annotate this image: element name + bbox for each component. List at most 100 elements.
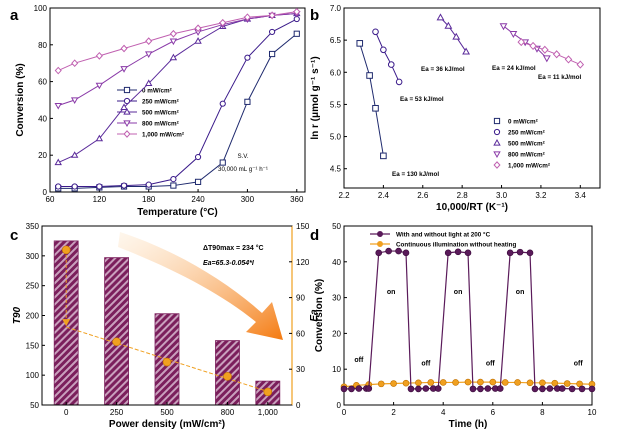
panel-c-ytick-label: 50 <box>30 401 39 410</box>
panel-d-legend-marker <box>377 241 383 247</box>
panel-a-point <box>95 134 104 142</box>
panel-b-xtick-label: 3.4 <box>575 191 587 200</box>
panel-d-legend-marker <box>377 231 383 237</box>
panel-b-legend-label: 800 mW/cm² <box>508 152 545 159</box>
panel-c-y2label: Ea <box>309 309 320 322</box>
panel-a-series-line <box>58 13 297 106</box>
panel-d-point <box>546 385 554 392</box>
panel-a-point <box>194 37 202 44</box>
panel-b-point <box>576 60 585 69</box>
panel-d-ytick-label: 10 <box>332 365 341 374</box>
panel-c-trend-arrow <box>118 232 283 340</box>
panel-d-frame <box>343 225 593 406</box>
panel-a-point <box>70 97 79 105</box>
panel-b-point <box>395 78 403 86</box>
panel-a-xtick-label: 300 <box>241 195 255 204</box>
panel-c-ea-point <box>61 245 71 255</box>
panel-c-bar <box>104 257 129 406</box>
panel-d-point <box>496 385 504 392</box>
panel-b-xtick-label: 2.4 <box>378 191 390 200</box>
panel-b-point <box>387 61 395 68</box>
panel-b-xlabel: 10,000/RT (K⁻¹) <box>436 202 508 213</box>
panel-d-on-label: on <box>516 289 525 296</box>
panel-a-series-line <box>58 11 297 72</box>
panel-a-ytick-label: 0 <box>43 188 48 197</box>
panel-a-frame <box>49 7 306 193</box>
panel-b-ea-label: Ea = 24 kJ/mol <box>492 65 536 72</box>
panel-d-point <box>563 380 571 387</box>
panel-c-ytick-label: 300 <box>26 252 40 261</box>
panel-b-legend-label: 0 mW/cm² <box>508 119 538 126</box>
panel-c: c 0 250 500 800 1,000 50 100 150 200 250 300 350 0 30 6… <box>10 222 320 430</box>
panel-a-ylabel: Conversion (%) <box>15 63 26 136</box>
panel-b-point <box>541 45 549 54</box>
panel-a-point <box>169 38 178 46</box>
panel-d-point <box>531 385 539 393</box>
panel-a-legend-marker <box>123 107 131 115</box>
panel-d-off-label: off <box>486 361 496 368</box>
panel-b-ea-label: Ea = 36 kJ/mol <box>421 66 465 73</box>
panel-b-point <box>356 40 364 47</box>
panel-a-point <box>70 151 79 158</box>
panel-a-point <box>243 13 251 22</box>
panel-d-series-line <box>344 250 592 390</box>
panel-d-point <box>506 249 514 257</box>
panel-b-frame <box>343 7 601 189</box>
panel-d-xlabel: Time (h) <box>449 419 488 430</box>
panel-d-xtick-label: 2 <box>391 408 396 417</box>
panel-a-legend-marker <box>123 120 131 128</box>
panel-d-xtick-label: 8 <box>540 408 545 417</box>
panel-a-point <box>219 159 226 166</box>
panel-b-fit-line <box>440 17 467 52</box>
panel-d-point <box>501 379 509 386</box>
panel-d-point <box>588 385 596 393</box>
panel-c-ytick-label: 200 <box>26 312 40 321</box>
panel-d-point <box>395 247 402 255</box>
panel-a-point <box>54 102 62 110</box>
panel-a-point <box>194 24 202 33</box>
panel-a-point <box>194 153 202 161</box>
panel-d-point <box>365 385 373 392</box>
panel-d-legend-label: With and without light at 200 °C <box>396 231 491 239</box>
panel-d-point <box>516 248 524 256</box>
panel-d-point <box>415 379 422 387</box>
panel-d-ytick-label: 20 <box>332 329 341 338</box>
panel-b-ytick-label: 6.5 <box>330 36 342 45</box>
panel-b-point <box>517 37 525 47</box>
panel-c-xlabel: Power density (mW/cm²) <box>109 419 225 430</box>
panel-b-fit-line <box>375 31 400 83</box>
panel-d: d 0 2 4 6 8 10 0 10 20 30 40 50 Time (h) Conversion (%… <box>310 222 597 430</box>
panel-a-ytick-label: 20 <box>38 151 47 160</box>
panel-d-off-label: off <box>421 361 431 368</box>
panel-a-point <box>169 53 178 61</box>
panel-a-point <box>95 51 103 60</box>
panel-a-point <box>71 59 79 68</box>
panel-b-point <box>552 50 561 59</box>
panel-c-y2-ytick-label: 60 <box>296 329 305 338</box>
panel-a-legend-marker <box>123 97 131 105</box>
panel-a-ytick-label: 100 <box>34 4 48 13</box>
panel-b-legend-marker <box>493 138 501 146</box>
panel-a-annotation: S.V. <box>237 153 248 160</box>
panel-a-xlabel: Temperature (°C) <box>137 207 218 218</box>
panel-b-point <box>509 30 518 38</box>
panel-a-point <box>268 11 276 20</box>
panel-b-xtick-label: 3.2 <box>535 191 547 200</box>
panel-b-legend-marker <box>493 151 501 159</box>
panel-d-point <box>464 249 472 257</box>
panel-d-point <box>539 379 546 387</box>
panel-a-legend-label: 250 mW/cm² <box>142 99 179 106</box>
panel-a-point <box>170 176 177 183</box>
panel-a-point <box>244 98 251 105</box>
panel-c-ytick-label: 250 <box>26 282 40 291</box>
panel-d-point <box>348 385 355 393</box>
panel-c-xtick-label: 0 <box>64 408 69 417</box>
panel-d-point <box>578 385 586 393</box>
panel-b-legend-label: 250 mW/cm² <box>508 130 545 137</box>
panel-a-legend-label: 800 mW/cm² <box>142 121 179 128</box>
panel-a-ytick-label: 60 <box>38 78 47 87</box>
panel-c-fit-label: Ea=65.3-0.054*I <box>203 260 255 267</box>
panel-b-ytick-label: 5.5 <box>330 100 342 109</box>
panel-a-point <box>268 50 276 58</box>
